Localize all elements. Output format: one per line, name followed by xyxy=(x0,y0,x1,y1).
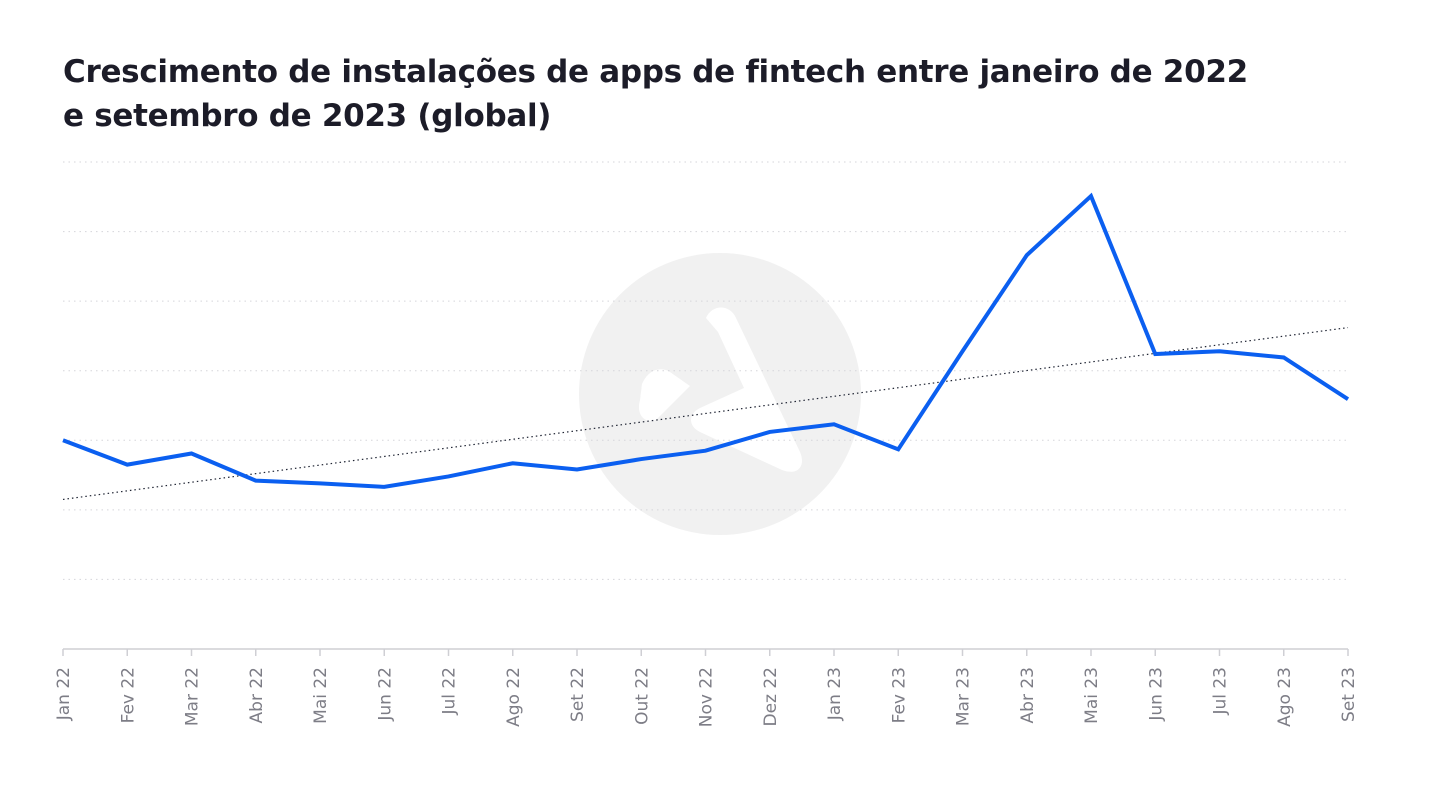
data-point xyxy=(768,430,772,434)
x-tick-label: Ago 22 xyxy=(504,667,524,727)
data-point xyxy=(961,349,965,353)
data-point xyxy=(318,481,322,485)
x-tick-label: Nov 22 xyxy=(697,667,717,727)
x-tick-label: Out 22 xyxy=(632,667,652,725)
x-tick-label: Mar 22 xyxy=(183,667,203,726)
data-point xyxy=(511,461,515,465)
x-ticks xyxy=(62,649,1349,656)
data-point xyxy=(1218,349,1222,353)
chart-title: Crescimento de instalações de apps de fi… xyxy=(63,50,1263,138)
x-tick-label: Mai 22 xyxy=(311,667,331,724)
x-tick-label: Jan 22 xyxy=(54,667,74,721)
data-point xyxy=(254,479,258,483)
logo-watermark xyxy=(579,253,861,535)
data-point xyxy=(1282,355,1286,359)
x-tick-label: Jul 22 xyxy=(440,667,460,716)
x-tick-label: Jan 23 xyxy=(825,667,845,721)
chart-title-line-1: Crescimento de instalações de apps de fi… xyxy=(63,54,1248,90)
data-point xyxy=(382,485,386,489)
trend-line xyxy=(62,326,1349,501)
data-point xyxy=(190,452,194,456)
data-point xyxy=(639,457,643,461)
x-tick-label: Fev 22 xyxy=(118,667,138,723)
data-point xyxy=(447,474,451,478)
x-tick-labels: Jan 22 Fev 22 Mar 22 Abr 22 Mai 22 Jun 22 Jul … xyxy=(54,667,1359,727)
x-tick-label: Set 23 xyxy=(1339,667,1359,722)
data-point xyxy=(896,447,900,451)
data-point xyxy=(1089,194,1093,198)
data-point xyxy=(1025,253,1029,257)
data-point xyxy=(125,463,129,467)
x-tick-label: Fev 23 xyxy=(889,667,909,723)
data-point xyxy=(832,422,836,426)
watermark-circle xyxy=(579,253,861,535)
x-tick-label: Jun 22 xyxy=(375,667,395,722)
x-tick-label: Jun 23 xyxy=(1146,667,1166,722)
x-tick-label: Abr 23 xyxy=(1018,667,1038,723)
x-tick-label: Abr 22 xyxy=(247,667,267,723)
x-tick-label: Set 22 xyxy=(568,667,588,722)
x-tick-label: Mai 23 xyxy=(1082,667,1102,724)
data-point xyxy=(704,449,708,453)
data-point xyxy=(1346,397,1350,401)
series-line xyxy=(62,192,1350,489)
x-tick-label: Jul 23 xyxy=(1211,667,1231,716)
x-tick-label: Ago 23 xyxy=(1275,667,1295,727)
watermark-logo-mark-left xyxy=(638,369,690,421)
chart-title-line-2: e setembro de 2023 (global) xyxy=(63,98,552,134)
data-point xyxy=(575,468,579,472)
x-tick-label: Mar 23 xyxy=(954,667,974,726)
data-point xyxy=(1153,352,1157,356)
x-tick-label: Dez 22 xyxy=(761,667,781,727)
data-point xyxy=(61,438,65,442)
